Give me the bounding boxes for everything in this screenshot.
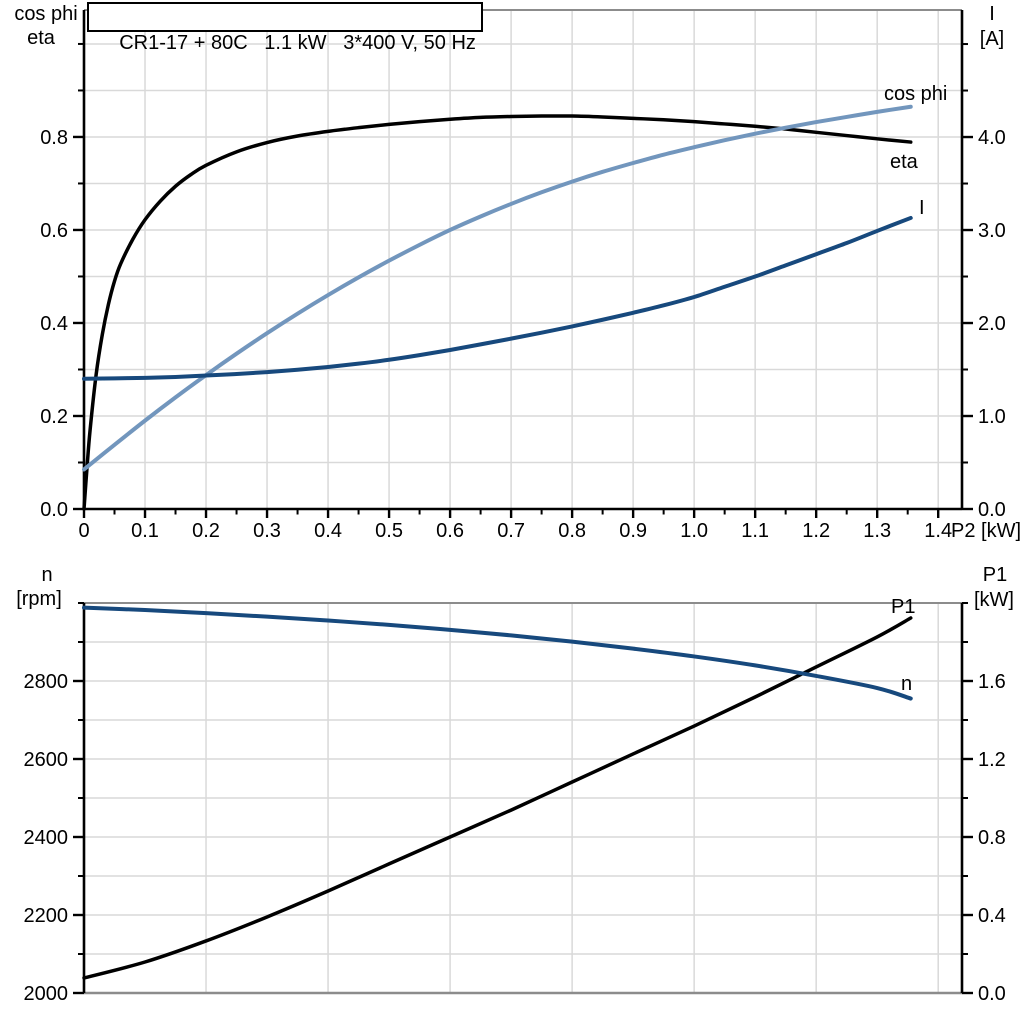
y_right-axis-title: I	[989, 3, 995, 25]
y_right-tick-label: 1.0	[978, 406, 1006, 428]
y_right-tick-label: 0.0	[978, 499, 1006, 521]
x-tick-label: 0	[78, 520, 89, 542]
y_left-tick-label: 2600	[24, 749, 69, 771]
y_right-axis-title: [kW]	[974, 589, 1014, 611]
y_right-ticks: 0.0 1.0 2.0 3.0 4.0	[962, 43, 1006, 521]
y_left-axis-title: n	[41, 564, 52, 586]
y_right-axis-title: P1	[983, 564, 1007, 586]
curve-p1	[82, 616, 913, 980]
x-tick-label: 0.2	[192, 520, 220, 542]
x-ticks: 0 0.1 0.2 0.3 0.4 0.5 0.6 0.7 0.8 0.9 1.0 1.1 1.2 1.3…	[78, 509, 952, 542]
curve-label-speed: n	[901, 673, 912, 695]
y_right-tick-label: 2.0	[978, 313, 1006, 335]
curve-label-cos-phi: cos phi	[884, 83, 947, 105]
chart-title-box: CR1-17 + 80C 1.1 kW 3*400 V, 50 Hz	[87, 2, 483, 54]
x-tick-label: 0.1	[131, 520, 159, 542]
y_left-axis-title: [rpm]	[16, 588, 62, 610]
y_left-tick-label: 2800	[24, 671, 69, 693]
y_right-tick-label: 0.8	[978, 827, 1006, 849]
x-axis-title: P2 [kW]	[951, 520, 1021, 542]
y_left-tick-label: 0.0	[40, 499, 68, 521]
curve-label-p1: P1	[891, 596, 915, 618]
curve-speed	[82, 605, 913, 701]
y_right-tick-label: 3.0	[978, 220, 1006, 242]
x-tick-label: 1.3	[863, 520, 891, 542]
x-tick-label: 0.6	[436, 520, 464, 542]
x-tick-label: 0.4	[314, 520, 342, 542]
curve-cos-phi	[82, 104, 913, 472]
y_right-ticks: 0.0 0.4 0.8 1.2 1.6	[962, 602, 1006, 1005]
x-tick-label: 0.8	[558, 520, 586, 542]
y_left-ticks: 2000 2200 2400 2600 2800	[24, 602, 84, 1005]
y_left-tick-label: 0.4	[40, 313, 68, 335]
y_left-tick-label: 2000	[24, 983, 69, 1005]
motor-curves-lower: 20002200240026002800n[rpm]0.00.40.81.21.…	[16, 564, 1014, 1005]
x-tick-label: 1.2	[802, 520, 830, 542]
y_right-tick-label: 0.4	[978, 905, 1006, 927]
y_right-tick-label: 1.2	[978, 749, 1006, 771]
curve-eta	[82, 114, 913, 511]
x-tick-label: 1.1	[741, 520, 769, 542]
curve-label-current: I	[919, 197, 925, 219]
y_left-tick-label: 0.6	[40, 220, 68, 242]
x-tick-label: 0.3	[253, 520, 281, 542]
x-tick-label: 0.5	[375, 520, 403, 542]
gridlines	[84, 10, 962, 509]
x-tick-label: 0.7	[497, 520, 525, 542]
y_left-tick-label: 2400	[24, 827, 69, 849]
y_left-axis-title: eta	[27, 27, 56, 49]
y_left-tick-label: 0.2	[40, 406, 68, 428]
curve-current	[82, 215, 913, 381]
y_right-tick-label: 0.0	[978, 983, 1006, 1005]
y_left-tick-label: 0.8	[40, 127, 68, 149]
x-tick-label: 0.9	[619, 520, 647, 542]
y_left-ticks: 0.0 0.2 0.4 0.6 0.8	[40, 42, 84, 521]
y_right-tick-label: 1.6	[978, 671, 1006, 693]
y_left-axis-title: cos phi	[14, 3, 77, 25]
x-tick-label: 1.4	[924, 520, 952, 542]
y_right-tick-label: 4.0	[978, 127, 1006, 149]
chart-title: CR1-17 + 80C 1.1 kW 3*400 V, 50 Hz	[119, 32, 476, 54]
x-tick-label: 1.0	[680, 520, 708, 542]
y_right-axis-title: [A]	[980, 28, 1004, 50]
curve-label-eta: eta	[890, 151, 919, 173]
y_left-tick-label: 2200	[24, 905, 69, 927]
